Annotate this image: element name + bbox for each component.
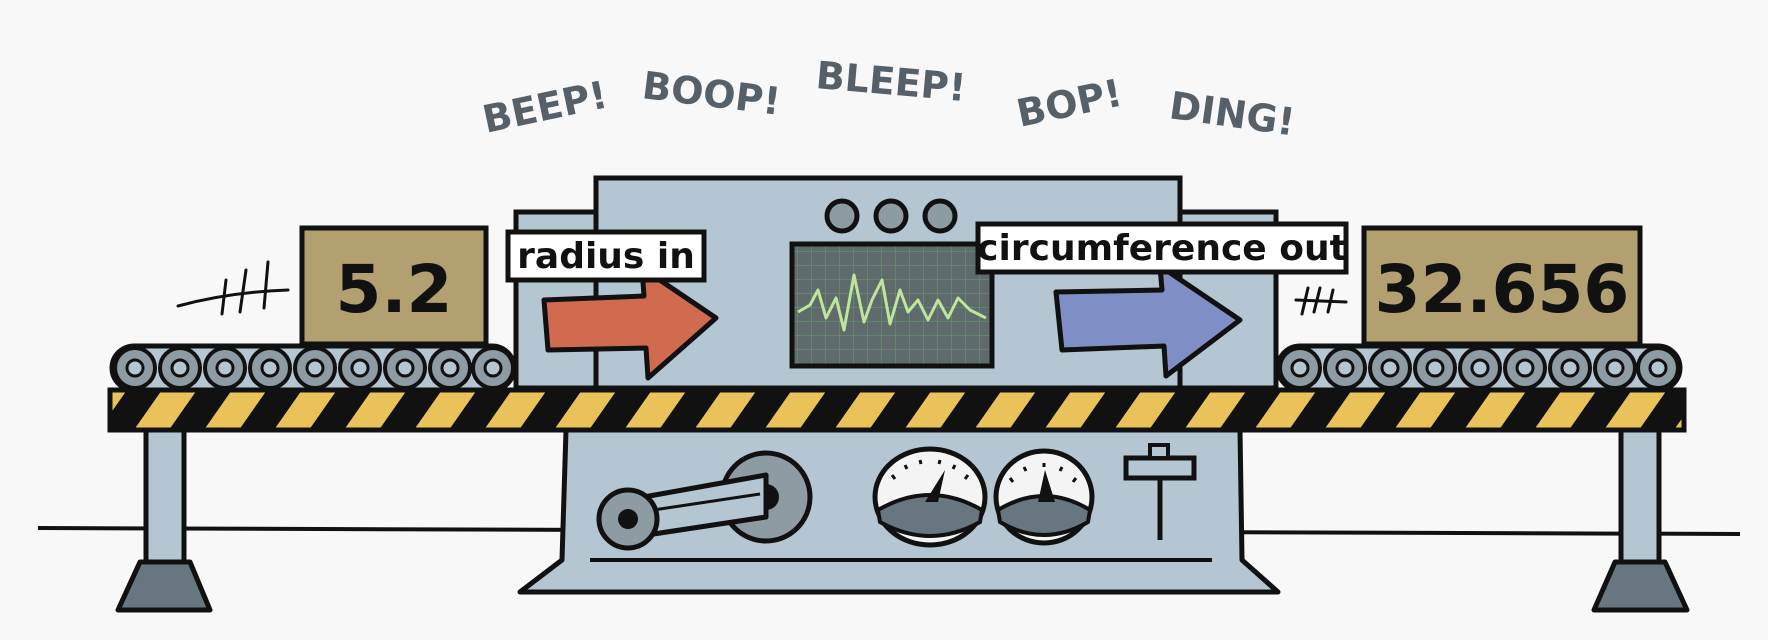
pressure-gauge-icon [993, 448, 1095, 546]
input-label: radius in [505, 229, 707, 283]
left-conveyor-rollers [109, 343, 517, 393]
indicator-lights [824, 198, 958, 234]
machine-base [517, 427, 1281, 595]
sfx-bop: BOP! [1013, 71, 1126, 136]
sfx-ding: DING! [1167, 83, 1298, 144]
output-box: 32.656 [1361, 225, 1643, 347]
output-value: 32.656 [1375, 251, 1630, 328]
motion-lines-icon [176, 260, 1348, 316]
right-conveyor-rollers [1275, 343, 1683, 393]
hazard-stripe-belt [107, 387, 1687, 433]
sound-effects: BEEP! BOOP! BLEEP! BOP! DING! [479, 53, 1298, 144]
input-label-text: radius in [517, 236, 695, 277]
pressure-gauge-icon [872, 446, 988, 548]
output-arrow-icon [1053, 263, 1243, 379]
lever-icon [1123, 443, 1197, 540]
sfx-beep: BEEP! [479, 73, 611, 142]
input-box: 5.2 [299, 225, 489, 347]
conveyor-legs [115, 427, 1690, 613]
machine-body [513, 175, 1279, 391]
flywheel-crank-icon [596, 450, 813, 551]
sfx-boop: BOOP! [640, 63, 783, 124]
output-label: circumference out [975, 221, 1349, 275]
oscilloscope-screen-icon [789, 241, 995, 369]
output-label-text: circumference out [977, 228, 1347, 269]
sfx-bleep: BLEEP! [814, 53, 968, 110]
input-value: 5.2 [336, 251, 453, 328]
input-arrow-icon [541, 265, 719, 381]
